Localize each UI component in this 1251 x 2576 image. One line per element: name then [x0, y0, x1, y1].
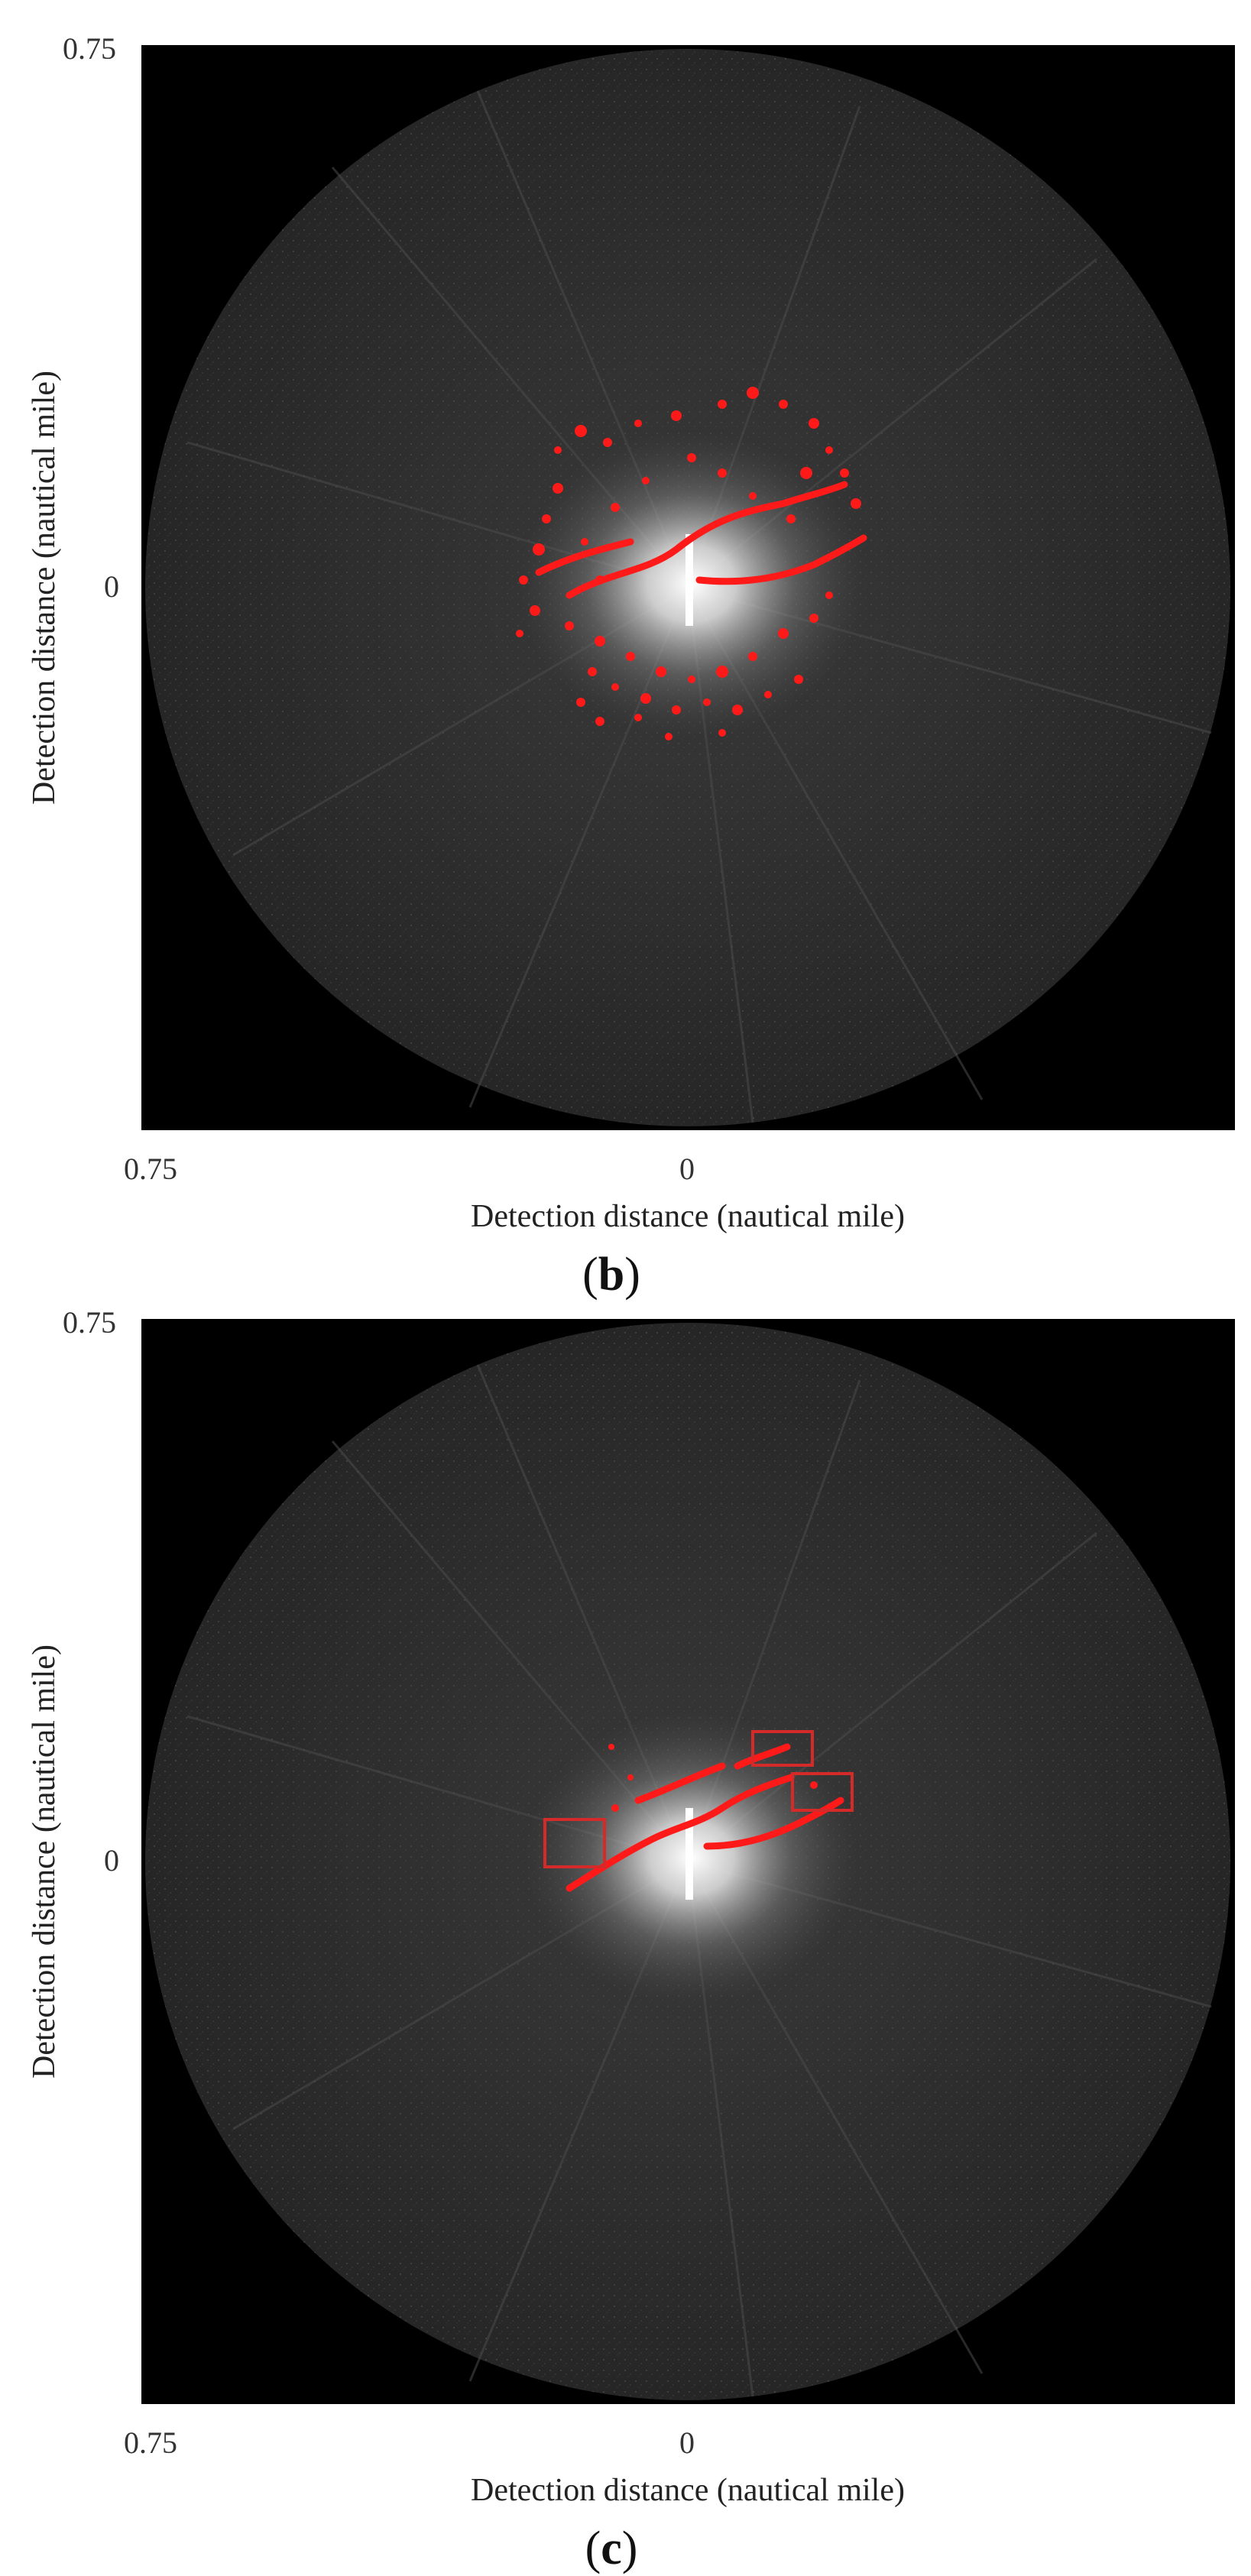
x-tick-zero: 0 [679, 2425, 695, 2460]
caption-close-paren: ) [624, 1249, 640, 1301]
target-box-top-right [751, 1730, 814, 1767]
target-box-right [791, 1772, 854, 1812]
x-tick-left: 0.75 [124, 1152, 177, 1186]
residual-detections [608, 1744, 818, 1812]
target-box-left [543, 1818, 606, 1868]
panel-caption-b: (b) [0, 1248, 1223, 1302]
panel-caption-c: (c) [0, 2522, 1223, 2576]
y-axis-label: Detection distance (nautical mile) [27, 371, 62, 805]
x-tick-left: 0.75 [124, 2425, 177, 2460]
y-tick-zero: 0 [104, 1843, 119, 1878]
radar-panel-b: 0.75 0 0.75 0 Detection distance (nautic… [0, 0, 1251, 1301]
caption-letter: b [598, 1249, 625, 1301]
y-axis-label: Detection distance (nautical mile) [27, 1644, 62, 2079]
radar-image-c [141, 1319, 1235, 2404]
radar-ppi-c-svg [141, 1319, 1235, 2404]
caption-letter: c [601, 2523, 622, 2574]
y-tick-zero: 0 [104, 569, 119, 604]
y-tick-top: 0.75 [63, 31, 116, 66]
clutter-detections [516, 387, 861, 740]
y-tick-top: 0.75 [63, 1305, 116, 1340]
caption-open-paren: ( [582, 1249, 598, 1301]
caption-open-paren: ( [585, 2523, 601, 2574]
radar-image-b [141, 45, 1235, 1130]
x-tick-zero: 0 [679, 1152, 695, 1186]
target-tracks [535, 481, 867, 599]
radar-panel-c: 0.75 0 0.75 0 Detection distance (nautic… [0, 1274, 1251, 2574]
caption-close-paren: ) [621, 2523, 638, 2574]
x-axis-label: Detection distance (nautical mile) [471, 1199, 905, 1234]
x-axis-label: Detection distance (nautical mile) [471, 2473, 905, 2508]
target-bounding-boxes [543, 1730, 854, 1868]
radar-ppi-b-svg [141, 45, 1235, 1130]
